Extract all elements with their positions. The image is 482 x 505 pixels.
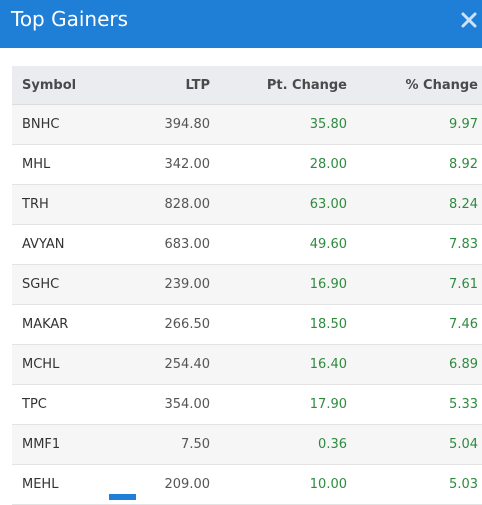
table-row[interactable]: TRH 828.00 63.00 8.24 (12, 184, 482, 225)
table-row[interactable]: AVYAN 683.00 49.60 7.83 (12, 224, 482, 265)
symbol-cell[interactable]: TRH (12, 184, 110, 225)
pt-change-cell: 63.00 (210, 184, 347, 225)
table-row[interactable]: MEHL 209.00 10.00 5.03 (12, 464, 482, 505)
ltp-cell: 683.00 (110, 224, 210, 265)
table-row[interactable]: BNHC 394.80 35.80 9.97 (12, 104, 482, 145)
column-header-symbol[interactable]: Symbol (12, 66, 110, 105)
table-row[interactable]: TPC 354.00 17.90 5.33 (12, 384, 482, 425)
symbol-cell[interactable]: MHL (12, 144, 110, 185)
ltp-cell: 254.40 (110, 344, 210, 385)
pct-change-cell: 6.89 (347, 344, 482, 385)
pt-change-cell: 17.90 (210, 384, 347, 425)
pt-change-cell: 49.60 (210, 224, 347, 265)
symbol-cell[interactable]: MMF1 (12, 424, 110, 465)
symbol-cell[interactable]: SGHC (12, 264, 110, 305)
symbol-cell[interactable]: BNHC (12, 104, 110, 145)
pt-change-cell: 16.40 (210, 344, 347, 385)
table-row[interactable]: MAKAR 266.50 18.50 7.46 (12, 304, 482, 345)
pct-change-cell: 7.46 (347, 304, 482, 345)
pt-change-cell: 0.36 (210, 424, 347, 465)
pt-change-cell: 16.90 (210, 264, 347, 305)
table-row[interactable]: MCHL 254.40 16.40 6.89 (12, 344, 482, 385)
symbol-cell[interactable]: MEHL (12, 464, 110, 505)
table-row[interactable]: MHL 342.00 28.00 8.92 (12, 144, 482, 185)
symbol-cell[interactable]: TPC (12, 384, 110, 425)
table-row[interactable]: SGHC 239.00 16.90 7.61 (12, 264, 482, 305)
pct-change-cell: 5.33 (347, 384, 482, 425)
pct-change-cell: 5.03 (347, 464, 482, 505)
symbol-cell[interactable]: MCHL (12, 344, 110, 385)
pct-change-cell: 8.92 (347, 144, 482, 185)
pct-change-cell: 5.04 (347, 424, 482, 465)
ltp-cell: 239.00 (110, 264, 210, 305)
symbol-cell[interactable]: MAKAR (12, 304, 110, 345)
column-header-pt-change[interactable]: Pt. Change (210, 66, 347, 105)
pt-change-cell: 10.00 (210, 464, 347, 505)
scrollbar-thumb[interactable] (109, 494, 136, 500)
ltp-cell: 7.50 (110, 424, 210, 465)
ltp-cell: 828.00 (110, 184, 210, 225)
ltp-cell: 342.00 (110, 144, 210, 185)
table-row[interactable]: MMF1 7.50 0.36 5.04 (12, 424, 482, 465)
pct-change-cell: 7.61 (347, 264, 482, 305)
pct-change-cell: 9.97 (347, 104, 482, 145)
pt-change-cell: 18.50 (210, 304, 347, 345)
symbol-cell[interactable]: AVYAN (12, 224, 110, 265)
table-header-row: Symbol LTP Pt. Change % Change (12, 66, 482, 105)
pct-change-cell: 8.24 (347, 184, 482, 225)
ltp-cell: 394.80 (110, 104, 210, 145)
gainers-table-container: Symbol LTP Pt. Change % Change BNHC 394.… (12, 66, 482, 505)
gainers-table: Symbol LTP Pt. Change % Change BNHC 394.… (12, 66, 482, 505)
pt-change-cell: 35.80 (210, 104, 347, 145)
ltp-cell: 266.50 (110, 304, 210, 345)
column-header-pct-change[interactable]: % Change (347, 66, 482, 105)
column-header-ltp[interactable]: LTP (110, 66, 210, 105)
modal-header: Top Gainers (0, 0, 482, 48)
pct-change-cell: 7.83 (347, 224, 482, 265)
close-icon[interactable] (460, 11, 478, 29)
modal-title: Top Gainers (11, 7, 129, 31)
pt-change-cell: 28.00 (210, 144, 347, 185)
ltp-cell: 354.00 (110, 384, 210, 425)
